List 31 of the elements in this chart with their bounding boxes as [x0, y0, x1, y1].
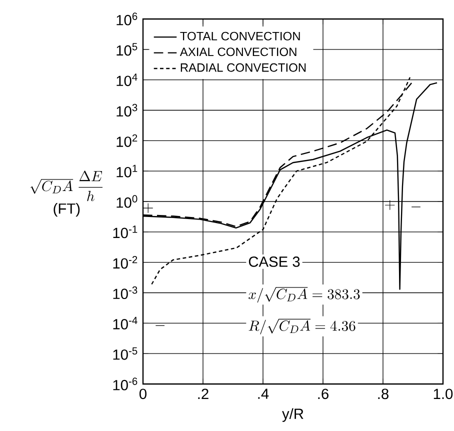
annotation: $R/\sqrt{C_D A} = 4.36$ [248, 318, 356, 334]
y-tick-label: 10$^{-6}$ [113, 378, 138, 390]
y-tick-label: 10$^{1}$ [116, 164, 138, 178]
annotation: $-$ [156, 325, 165, 326]
x-axis-title: y/R [282, 408, 304, 422]
annotation: $-$ [412, 206, 420, 208]
annotation: $+$ [143, 203, 153, 213]
y-tick-label: 10$^{4}$ [116, 74, 138, 86]
x-tick-label: .6 [318, 388, 328, 400]
legend-label: RADIAL CONVECTION [180, 63, 306, 72]
x-tick-label: .8 [378, 388, 388, 400]
annotation: $x/\sqrt{C_D A} = 383.3$ [248, 287, 360, 303]
y-tick-label: 10$^{3}$ [116, 104, 138, 117]
y-tick-label: 10$^{-2}$ [113, 256, 138, 269]
legend-label: AXIAL CONVECTION [180, 48, 296, 56]
y-axis-title: $\begin{array}{c}\sqrt{C_D A}\;\dfrac{\Delta E}{h}\\[4pt] \mbox{(FT)}\end{array}$ [30, 170, 103, 217]
annotation: $+$ [385, 200, 395, 210]
y-tick-label: 10$^{-3}$ [113, 286, 138, 300]
x-tick-label: 1.0 [434, 388, 453, 400]
legend-label: TOTAL CONVECTION [180, 32, 300, 40]
y-tick-label: 10$^{6}$ [116, 12, 138, 26]
annotation: $\mbox{CASE 3}$ [248, 256, 300, 267]
x-tick-label: .4 [258, 388, 269, 399]
x-tick-label: .2 [198, 388, 208, 399]
y-tick-label: 10$^{0}$ [116, 195, 138, 208]
y-tick-label: 10$^{-1}$ [113, 226, 138, 238]
y-tick-label: 10$^{5}$ [116, 43, 138, 56]
y-tick-label: 10$^{-4}$ [113, 316, 138, 330]
y-tick-label: 10$^{-5}$ [113, 347, 138, 360]
x-tick-label: 0 [139, 388, 146, 400]
y-tick-label: 10$^{2}$ [116, 134, 138, 147]
